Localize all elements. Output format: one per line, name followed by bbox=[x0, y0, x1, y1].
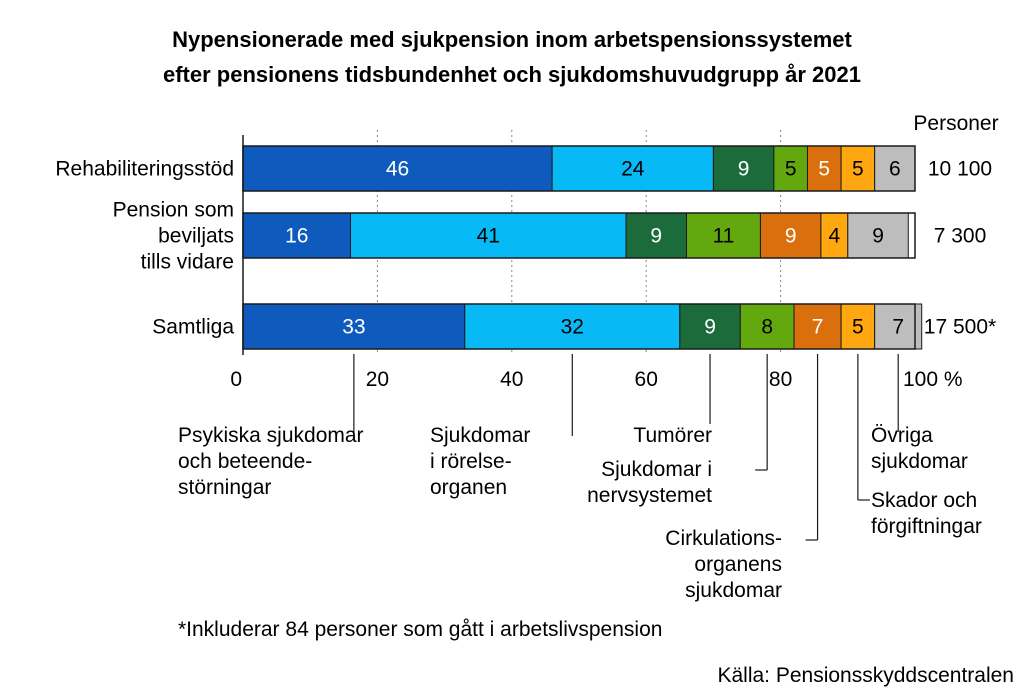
data-label: 5 bbox=[785, 158, 797, 181]
total-value: 10 100 bbox=[928, 158, 992, 181]
data-label: 24 bbox=[621, 158, 645, 181]
data-label: 7 bbox=[812, 316, 824, 339]
bar-segment bbox=[806, 145, 842, 192]
total-value: 7 300 bbox=[934, 225, 987, 248]
legend-label: Sjukdomar bbox=[430, 424, 530, 447]
legend-label: Psykiska sjukdomar bbox=[178, 424, 364, 447]
legend-label: i rörelse- bbox=[430, 450, 512, 473]
source-note: Källa: Pensionsskyddscentralen bbox=[717, 664, 1014, 687]
bar-segment bbox=[759, 212, 822, 259]
legend-label: och beteende- bbox=[178, 450, 312, 473]
x-tick-label: 60 bbox=[635, 368, 658, 391]
data-label: 4 bbox=[829, 225, 841, 248]
bar-segment bbox=[686, 212, 761, 259]
category-label: Rehabiliteringsstöd bbox=[55, 158, 234, 181]
x-tick-label: 0 bbox=[230, 368, 242, 391]
legend-label: Sjukdomar i bbox=[601, 458, 712, 481]
legend-label: Övriga bbox=[871, 424, 933, 447]
category-label: Samtliga bbox=[152, 316, 234, 339]
data-label: 11 bbox=[713, 225, 735, 248]
category-label: tills vidare bbox=[141, 251, 234, 274]
data-label: 8 bbox=[761, 316, 773, 339]
x-tick-label: 20 bbox=[366, 368, 389, 391]
legend-label: Skador och bbox=[871, 489, 977, 512]
total-value: 17 500* bbox=[924, 316, 996, 339]
data-label: 5 bbox=[818, 158, 830, 181]
bar-segment bbox=[464, 303, 681, 350]
legend-label: nervsystemet bbox=[587, 484, 712, 507]
footnote: *Inkluderar 84 personer som gått i arbet… bbox=[178, 618, 663, 641]
data-label: 32 bbox=[561, 316, 584, 339]
chart-title: Nypensionerade med sjukpension inom arbe… bbox=[0, 22, 1024, 92]
data-label: 41 bbox=[477, 225, 500, 248]
legend-label: sjukdomar bbox=[685, 579, 782, 602]
data-label: 9 bbox=[650, 225, 662, 248]
bar-segment bbox=[874, 145, 916, 192]
data-label: 9 bbox=[872, 225, 884, 248]
data-label: 5 bbox=[852, 158, 864, 181]
data-label: 6 bbox=[889, 158, 901, 181]
legend-label: Tumörer bbox=[633, 424, 712, 447]
bar-segment bbox=[840, 145, 876, 192]
legend-label: förgiftningar bbox=[871, 515, 982, 538]
title-line-2: efter pensionens tidsbundenhet och sjukd… bbox=[163, 62, 861, 87]
bar-segment bbox=[847, 212, 909, 259]
data-label: 9 bbox=[785, 225, 797, 248]
data-label: 46 bbox=[386, 158, 409, 181]
legend-label: störningar bbox=[178, 476, 271, 499]
x-tick-label: 40 bbox=[500, 368, 523, 391]
data-label: 9 bbox=[704, 316, 716, 339]
data-label: 9 bbox=[738, 158, 750, 181]
bar-segment bbox=[793, 303, 842, 350]
category-label: beviljats bbox=[158, 225, 234, 248]
legend-label: sjukdomar bbox=[871, 450, 968, 473]
bar-segment bbox=[874, 303, 923, 350]
legend-label: organen bbox=[430, 476, 507, 499]
data-label: 16 bbox=[285, 225, 308, 248]
data-label: 33 bbox=[342, 316, 365, 339]
data-label: 7 bbox=[892, 316, 904, 339]
bar-segment bbox=[739, 303, 795, 350]
legend-label: Cirkulations- bbox=[665, 527, 782, 550]
x-tick-label: 80 bbox=[769, 368, 792, 391]
title-line-1: Nypensionerade med sjukpension inom arbe… bbox=[172, 27, 852, 52]
total-column-header: Personer bbox=[913, 112, 998, 135]
data-label: 5 bbox=[852, 316, 864, 339]
category-label: Pension som bbox=[113, 199, 234, 222]
legend-label: organens bbox=[694, 553, 782, 576]
bar-segment bbox=[679, 303, 741, 350]
x-tick-label: 100 % bbox=[903, 368, 963, 391]
